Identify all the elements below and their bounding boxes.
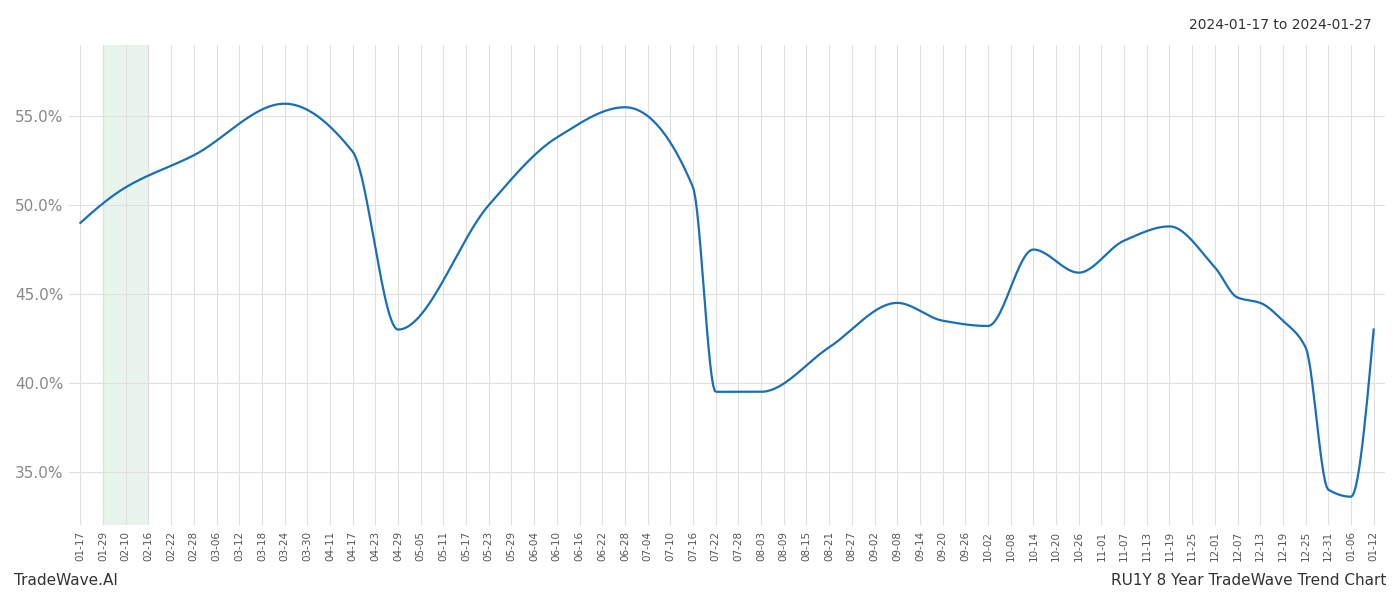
Bar [104, 45, 148, 525]
Text: RU1Y 8 Year TradeWave Trend Chart: RU1Y 8 Year TradeWave Trend Chart [1110, 573, 1386, 588]
Text: 2024-01-17 to 2024-01-27: 2024-01-17 to 2024-01-27 [1190, 18, 1372, 32]
Text: TradeWave.AI: TradeWave.AI [14, 573, 118, 588]
